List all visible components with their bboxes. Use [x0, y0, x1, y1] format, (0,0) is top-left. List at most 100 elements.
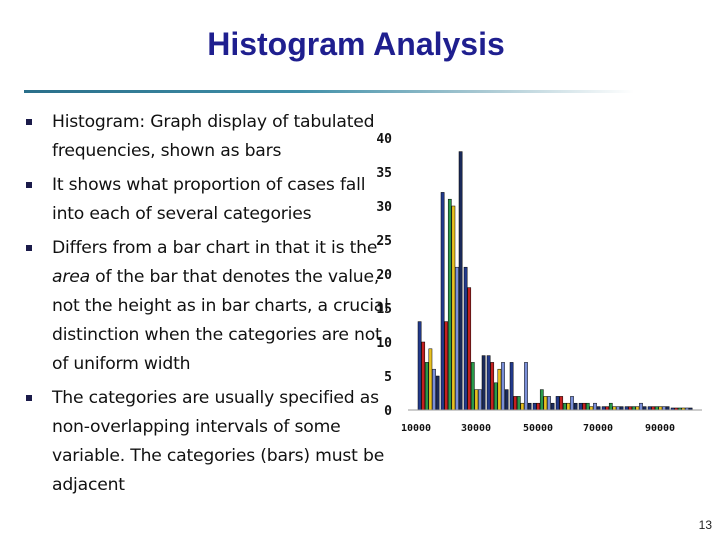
histogram-bar: [635, 406, 640, 411]
histogram-bar: [481, 355, 486, 411]
histogram-bar: [624, 406, 629, 411]
histogram-bar: [447, 198, 452, 411]
y-tick-label: 20: [376, 268, 392, 283]
histogram-chart: 0 5 10 15 20 25 30 35 40 10000 30000 50000 70000 900…: [376, 132, 702, 434]
histogram-bar: [478, 389, 482, 411]
histogram-bar: [424, 362, 429, 411]
histogram-bar: [631, 406, 636, 411]
histogram-bar: [458, 151, 463, 411]
histogram-bar: [593, 402, 597, 411]
histogram-bar: [520, 402, 525, 411]
histogram-bar: [662, 406, 666, 411]
histogram-bar: [536, 402, 541, 411]
histogram-bar: [550, 402, 555, 411]
histogram-bar: [444, 321, 449, 411]
histogram-bars: [417, 151, 693, 411]
y-tick-label: 15: [376, 302, 392, 317]
histogram-bar: [428, 348, 433, 411]
bullet-list: Histogram: Graph display of tabulated fr…: [26, 108, 398, 500]
histogram-bar: [665, 406, 670, 411]
histogram-bar: [504, 389, 509, 411]
x-tick-label: 10000: [401, 423, 431, 434]
histogram-bar: [616, 406, 620, 411]
bullet-emphasis: area: [52, 267, 90, 287]
histogram-bar: [527, 402, 532, 411]
histogram-bar: [532, 402, 537, 411]
x-tick-label: 90000: [645, 423, 675, 434]
histogram-bar: [658, 406, 663, 411]
histogram-bar: [516, 396, 521, 411]
bullet-item: Histogram: Graph display of tabulated fr…: [26, 108, 398, 166]
y-tick-label: 30: [376, 200, 392, 215]
histogram-bar: [463, 266, 468, 411]
histogram-bar: [573, 402, 578, 411]
y-tick-label: 10: [376, 336, 392, 351]
bullet-square-icon: [26, 395, 32, 401]
histogram-bar: [555, 396, 560, 411]
histogram-bar: [497, 368, 502, 411]
title-divider: [24, 90, 634, 93]
bullet-item: The categories are usually specified as …: [26, 384, 398, 500]
histogram-bar: [642, 406, 647, 411]
x-axis-ticks: 10000 30000 50000 70000 90000: [401, 423, 675, 434]
bullet-text-part: of the bar that denotes the value, not t…: [52, 267, 389, 374]
x-tick-label: 70000: [583, 423, 613, 434]
histogram-bar: [651, 406, 656, 411]
histogram-bar: [435, 375, 440, 411]
histogram-bar: [440, 192, 445, 411]
bullet-square-icon: [26, 245, 32, 251]
histogram-bar: [608, 402, 613, 411]
histogram-bar: [486, 355, 491, 411]
y-tick-label: 40: [376, 132, 392, 147]
histogram-bar: [612, 406, 617, 411]
histogram-bar: [566, 402, 571, 411]
y-tick-label: 0: [384, 404, 392, 419]
histogram-bar: [474, 389, 479, 411]
histogram-bar: [470, 362, 475, 411]
histogram-bar: [570, 396, 574, 411]
bullet-square-icon: [26, 182, 32, 188]
bullet-text: It shows what proportion of cases fall i…: [52, 175, 366, 224]
histogram-bar: [417, 321, 422, 411]
histogram-bar: [451, 205, 456, 411]
y-axis-ticks: 0 5 10 15 20 25 30 35 40: [376, 132, 392, 419]
histogram-bar: [493, 382, 498, 411]
bullet-text: Histogram: Graph display of tabulated fr…: [52, 112, 375, 161]
histogram-bar: [639, 402, 643, 411]
histogram-bar: [562, 402, 567, 411]
bullet-item: Differs from a bar chart in that it is t…: [26, 234, 398, 379]
histogram-bar: [596, 406, 601, 411]
y-tick-label: 35: [376, 166, 392, 181]
histogram-bar: [559, 396, 564, 411]
histogram-bar: [490, 362, 495, 411]
histogram-bar: [647, 406, 652, 411]
bullet-text-part: Differs from a bar chart in that it is t…: [52, 238, 378, 258]
histogram-bar: [582, 402, 587, 411]
bullet-item: It shows what proportion of cases fall i…: [26, 171, 398, 229]
histogram-bar: [455, 266, 459, 411]
y-tick-label: 5: [384, 370, 392, 385]
histogram-bar: [628, 406, 633, 411]
bullet-square-icon: [26, 119, 32, 125]
histogram-bar: [578, 402, 583, 411]
histogram-bar: [539, 389, 544, 411]
histogram-bar: [524, 362, 528, 411]
histogram-bar: [421, 341, 426, 411]
bullet-text: The categories are usually specified as …: [52, 388, 385, 495]
page-number: 13: [698, 518, 712, 532]
histogram-bar: [543, 396, 548, 411]
x-tick-label: 50000: [523, 423, 553, 434]
x-tick-label: 30000: [461, 423, 491, 434]
histogram-bar: [589, 406, 594, 411]
histogram-bar: [654, 406, 659, 411]
histogram-bar: [585, 402, 590, 411]
histogram-bar: [619, 406, 624, 411]
histogram-bar: [601, 406, 606, 411]
histogram-bar: [547, 396, 551, 411]
y-tick-label: 25: [376, 234, 392, 249]
slide-title: Histogram Analysis: [207, 26, 505, 62]
histogram-bar: [605, 406, 610, 411]
histogram-bar: [467, 287, 472, 411]
histogram-bar: [432, 368, 436, 411]
histogram-bar: [513, 396, 518, 411]
